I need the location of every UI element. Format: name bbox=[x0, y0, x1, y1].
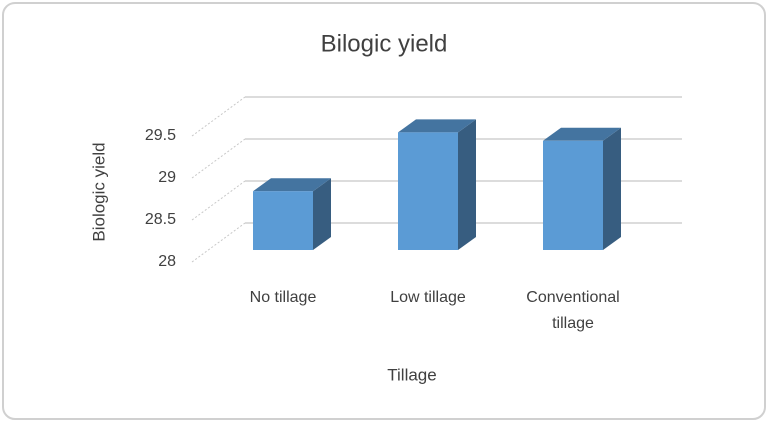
grid-line bbox=[191, 180, 246, 221]
bar-side bbox=[313, 178, 331, 250]
bar-front bbox=[543, 140, 603, 250]
x-axis-title: Tillage bbox=[387, 365, 436, 384]
y-tick-label: 29 bbox=[158, 169, 176, 186]
x-tick-label: Low tillage bbox=[390, 289, 466, 306]
x-tick-label: Conventional tillage bbox=[526, 289, 619, 332]
y-axis-title: Biologic yield bbox=[89, 142, 108, 241]
y-tick-label: 28.5 bbox=[145, 211, 176, 228]
bar-front bbox=[253, 191, 313, 250]
bar-top bbox=[398, 119, 476, 133]
bar-top bbox=[543, 127, 621, 141]
bar-front bbox=[398, 132, 458, 250]
bar bbox=[543, 127, 621, 250]
bar bbox=[398, 119, 476, 251]
x-tick-label: No tillage bbox=[250, 289, 317, 306]
bar-side bbox=[603, 127, 621, 250]
x-tick-label-line: tillage bbox=[552, 315, 594, 332]
bar bbox=[253, 178, 331, 250]
x-tick-label-line: Conventional bbox=[526, 289, 619, 306]
grid-line bbox=[191, 96, 246, 137]
chart-frame bbox=[2, 2, 766, 420]
y-tick-label: 28 bbox=[158, 253, 176, 270]
bar-side bbox=[458, 119, 476, 251]
y-tick-label: 29.5 bbox=[145, 127, 176, 144]
chart-title: Bilogic yield bbox=[321, 30, 448, 57]
grid-line bbox=[191, 222, 246, 263]
bar-top bbox=[253, 178, 331, 192]
grid-line bbox=[191, 138, 246, 179]
